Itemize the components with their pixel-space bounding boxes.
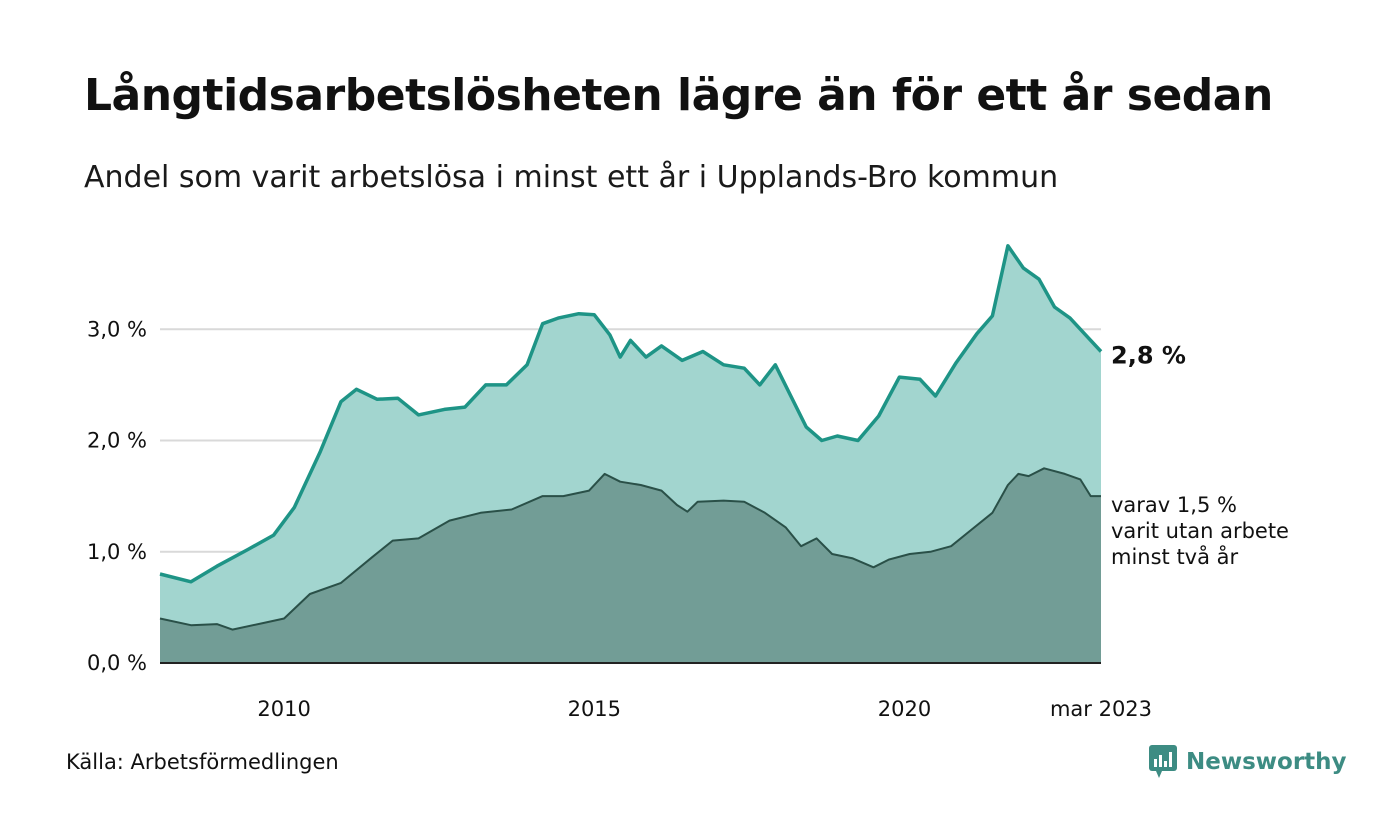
x-tick-label: 2015 [568,697,621,721]
two-year-end-label: varav 1,5 % [1111,493,1237,517]
y-tick-label: 0,0 % [87,651,147,675]
y-tick-label: 3,0 % [87,317,147,341]
total-end-label: 2,8 % [1111,342,1186,370]
line-total [159,244,1103,584]
area-two_years [160,468,1101,663]
newsworthy-logo[interactable]: Newsworthy [1148,744,1347,780]
source-note: Källa: Arbetsförmedlingen [66,750,339,774]
y-tick-label: 2,0 % [87,429,147,453]
line-two_years [159,467,1101,631]
chart-title: Långtidsarbetslösheten lägre än för ett … [84,70,1273,121]
x-tick-label: 2010 [257,697,310,721]
y-tick-label: 1,0 % [87,540,147,564]
x-tick-label: mar 2023 [1050,697,1152,721]
chart-subtitle: Andel som varit arbetslösa i minst ett å… [84,160,1059,195]
two-year-end-label: minst två år [1111,544,1239,569]
newsworthy-icon [1149,745,1177,778]
axes: 0,0 % 1,0 % 2,0 % 3,0 % 2010 2015 2020 mar 2023 [87,317,1152,721]
two-year-end-label: varit utan arbete [1111,519,1289,543]
brand-name: Newsworthy [1186,749,1347,775]
x-tick-label: 2020 [878,697,931,721]
chart-areas [159,244,1103,664]
